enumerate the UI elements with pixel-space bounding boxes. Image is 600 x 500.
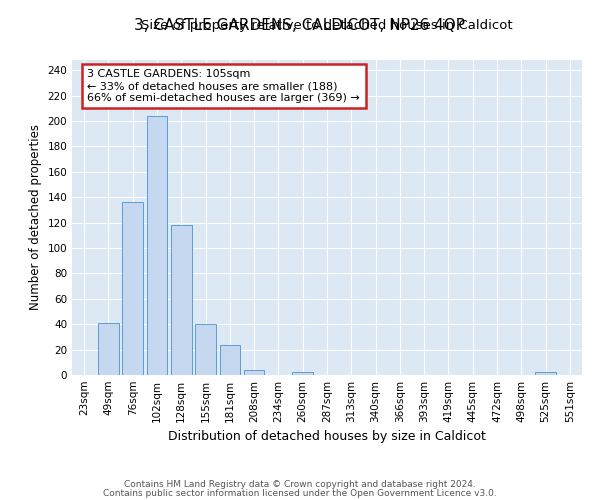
Text: Contains HM Land Registry data © Crown copyright and database right 2024.: Contains HM Land Registry data © Crown c… [124,480,476,489]
Bar [220,344,240,375]
Text: 3, CASTLE GARDENS, CALDICOT, NP26 4QP: 3, CASTLE GARDENS, CALDICOT, NP26 4QP [134,18,466,32]
Bar [171,225,191,375]
X-axis label: Distribution of detached houses by size in Caldicot: Distribution of detached houses by size … [168,430,486,444]
Bar [98,323,119,375]
Text: 3 CASTLE GARDENS: 105sqm
← 33% of detached houses are smaller (188)
66% of semi-: 3 CASTLE GARDENS: 105sqm ← 33% of detach… [88,70,360,102]
Bar [244,370,265,375]
Text: Contains public sector information licensed under the Open Government Licence v3: Contains public sector information licen… [103,488,497,498]
Bar [122,202,143,375]
Bar [146,116,167,375]
Y-axis label: Number of detached properties: Number of detached properties [29,124,42,310]
Bar [292,372,313,375]
Bar [535,372,556,375]
Bar [195,324,216,375]
Title: Size of property relative to detached houses in Caldicot: Size of property relative to detached ho… [141,20,513,32]
